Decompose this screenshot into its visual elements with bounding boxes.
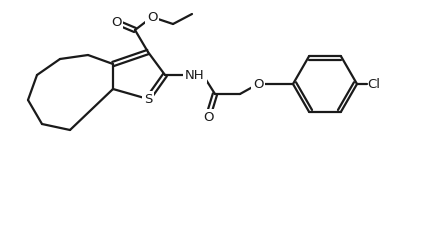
Text: S: S bbox=[144, 92, 152, 105]
Text: O: O bbox=[253, 77, 263, 91]
Text: O: O bbox=[111, 15, 121, 28]
Text: NH: NH bbox=[185, 68, 205, 82]
Text: O: O bbox=[203, 110, 213, 123]
Text: O: O bbox=[147, 10, 157, 23]
Text: Cl: Cl bbox=[367, 77, 380, 91]
